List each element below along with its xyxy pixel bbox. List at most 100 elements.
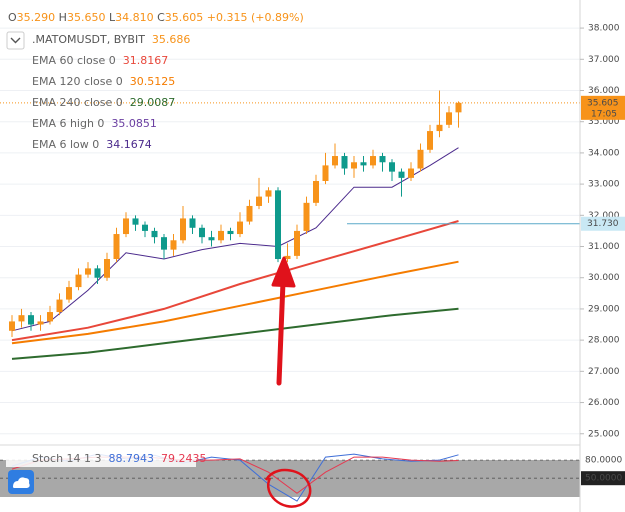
y-tick-label: 31.000 [588,242,620,252]
symbol-name: .MATOMUSDT, BYBIT [32,33,145,46]
stoch-value: 88.7943 [109,452,155,465]
ema-line [11,147,459,332]
y-tick-label: 30.000 [588,273,620,283]
symbol-row: .MATOMUSDT, BYBIT 35.686 [32,33,190,46]
y-tick-label: 28.000 [588,336,620,346]
logo-icon [13,477,30,488]
candle-body [37,321,44,325]
y-tick-label: 37.000 [588,55,620,65]
legend-value: 29.0087 [130,96,176,109]
arrow-shaft [276,279,286,386]
candle-body [66,287,72,300]
candle-body [113,234,120,260]
legend-row: EMA 120 close 0 30.5125 [32,75,175,88]
y-tick-label: 33.000 [588,180,620,190]
ohlc-label: L [109,11,116,24]
candle-body [18,315,25,322]
candle-body [142,224,148,231]
candle-body [28,315,34,325]
y-tick-label: 36.000 [588,86,620,96]
candle-body [132,218,139,225]
candle-body [104,259,110,278]
arrow-head [271,256,296,288]
candle-body [237,221,243,235]
candle-body [370,156,376,166]
symbol-value: 35.686 [152,33,191,46]
legend-value: 35.0851 [111,117,157,130]
legend-value: 30.5125 [130,75,176,88]
y-tick-label: 29.000 [588,304,620,314]
candle-body [189,218,196,228]
change-value: +0.315 (+0.89%) [207,11,304,24]
candle-body [256,196,262,206]
candle-body [218,230,224,241]
stoch-tick-label: 50.0000 [585,474,622,484]
plot-area [0,90,580,360]
candle-body [284,255,291,260]
candle-body [303,202,310,231]
candle-body [85,268,91,275]
ohlc-value: 35.605 [165,11,204,24]
candle-body [351,162,357,169]
y-tick-label: 32.000 [588,211,620,221]
candle-body [246,205,253,222]
last-price-label: 35.605 [587,98,619,108]
collapse-button[interactable] [6,31,25,50]
ohlc-value: 35.290 [17,11,56,24]
level-label: 31.730 [587,219,619,229]
ohlc-value: 34.810 [115,11,154,24]
ema-line [11,307,459,360]
logo [8,470,34,494]
grid [0,27,580,435]
ohlc-label: H [59,11,67,24]
countdown-label: 17:05 [591,109,617,119]
candle-body [427,131,433,150]
legend: O35.290 H35.650 L34.810 C35.605 +0.315 (… [6,11,304,151]
legend-name: EMA 60 close 0 [32,54,116,67]
candle-body [199,227,205,238]
ema-line [11,260,459,345]
candle-body [275,190,281,260]
circle-mark [264,468,312,508]
candle-body [436,124,443,132]
legend-row: EMA 60 close 0 31.8167 [32,54,168,67]
ohlc-header: O35.290 H35.650 L34.810 C35.605 +0.315 (… [8,11,304,24]
stoch-panel: Stoch 14 1 3 88.7943 79.2435 [0,444,580,512]
stoch-legend-bg [6,451,196,467]
candle-body [265,190,272,197]
legend-row: EMA 240 close 0 29.0087 [32,96,175,109]
candle-body [417,149,424,169]
legend-row: EMA 6 low 0 34.1674 [32,138,152,151]
stoch-tick-tag [581,471,625,486]
candle-body [94,268,101,278]
stoch-legend: Stoch 14 1 3 88.7943 79.2435 [32,452,207,465]
legend-name: EMA 6 low 0 [32,138,99,151]
candle-body [56,299,63,313]
y-tick-label: 27.000 [588,367,620,377]
legend-name: EMA 6 high 0 [32,117,104,130]
stoch-tick-label: 80.0000 [585,456,622,466]
candle-body [294,230,300,256]
candle-body [341,156,348,169]
candle-body [227,230,234,235]
y-tick-label: 35.000 [588,117,620,127]
candle-body [313,180,319,203]
candle-body [360,162,367,166]
y-tick-label: 25.000 [588,429,620,439]
candle-body [446,112,452,125]
legend-name: EMA 120 close 0 [32,75,123,88]
y-tick-label: 34.000 [588,148,620,158]
y-tick-label: 38.000 [588,24,620,34]
candle-body [408,168,414,178]
candle-body [161,237,167,250]
ohlc-label: C [157,11,165,24]
stoch-title: Stoch 14 1 3 [32,452,102,465]
candle-body [180,218,186,241]
candle-body [322,165,329,181]
candle-body [151,230,158,238]
candle-body [389,162,395,172]
level-tag [581,216,625,231]
last-price-tag [581,95,625,120]
candle-body [332,156,338,166]
candle-body [398,171,405,178]
